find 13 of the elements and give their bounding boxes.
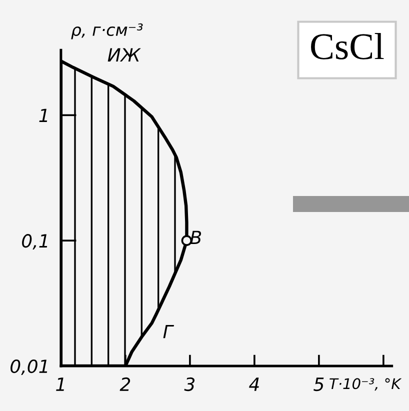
y-tick-label: 0,1	[22, 234, 48, 250]
x-tick-label: 3	[184, 377, 195, 392]
y-tick-label: 0,01	[10, 359, 48, 375]
x-tick-label: 5	[314, 378, 324, 392]
x-tick-label: 4	[249, 378, 259, 391]
chart-title: CsCl	[311, 32, 384, 60]
annotation: Г	[163, 324, 174, 338]
x-tick-label: 2	[120, 377, 130, 391]
y-tick-label: 1	[39, 108, 48, 122]
x-axis-title: T·10⁻³, °K	[330, 378, 402, 391]
y-axis-title: ρ, г·см⁻³	[71, 23, 143, 40]
annotation: ИЖ	[108, 48, 141, 62]
x-tick-label: 1	[56, 378, 64, 391]
